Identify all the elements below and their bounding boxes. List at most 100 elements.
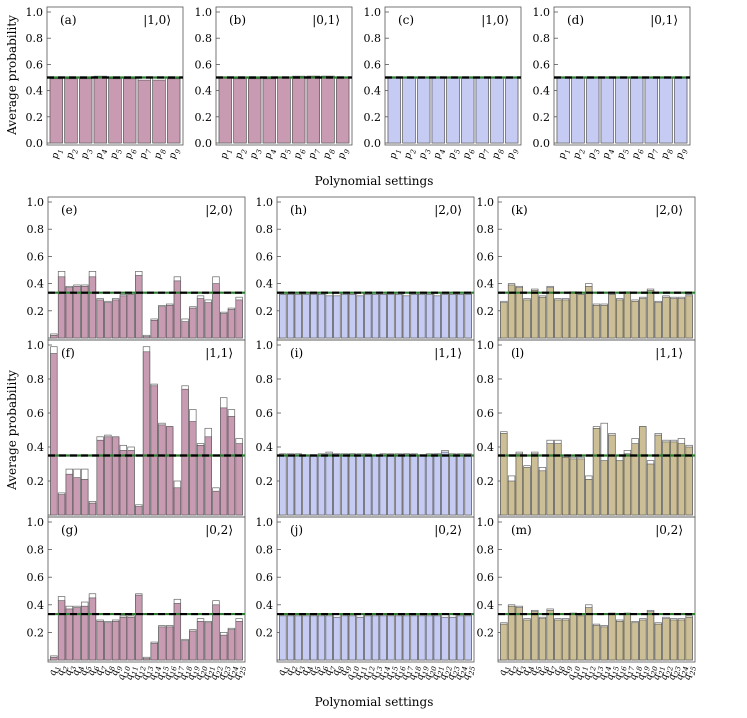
y-tick-label: 0.4 [364,85,382,98]
y-tick-label: 0.2 [256,626,274,639]
y-tick-label: 0.2 [256,475,274,488]
bar-g [65,608,73,661]
x-tick-label: q17 [399,664,415,682]
y-tick-label: 0.4 [27,278,45,291]
bar-h [348,294,356,339]
bar-j [425,615,434,661]
bar-l [685,446,693,516]
bar-l [639,426,647,516]
bar-m [569,614,577,661]
panel-frame-j [276,516,475,663]
bar-h [356,295,364,339]
x-tick-label: q21 [430,665,446,682]
y-tick-label: 0.6 [195,58,213,71]
panel-l: 0.2 0.4 0.6 0.8 1.0 (l) |1,1⟩ [477,339,696,518]
bar-g [189,630,197,661]
y-tick-label: 0.8 [27,544,45,557]
bar-h [425,294,434,339]
y-tick-label: 0.0 [364,137,382,150]
y-tick-label: 0.8 [364,32,382,45]
bar-e [112,299,120,339]
y-tick-label: 0.6 [26,58,44,71]
bar-i [387,455,395,516]
bar-f [142,351,151,516]
bar-b [306,75,320,144]
y-tick-label: 0.8 [256,223,274,236]
x-tick-label: p1 [219,148,235,161]
bar-b [233,78,247,144]
bar-d [586,77,600,144]
y-tick-label: 0.2 [364,111,382,124]
x-tick-label: q24 [224,665,240,682]
bar-i [418,455,426,516]
bar-m [554,619,562,661]
bar-g [150,643,158,661]
x-axis-title-bottom: Polynomial settings [315,695,434,709]
y-tick-label: 0.8 [26,32,44,45]
x-tick-label: p9 [674,147,690,160]
panel-tag-k: (k) [511,203,528,217]
state-label-m: |0,2⟩ [655,523,683,537]
bar-g [166,626,174,661]
bar-i [464,455,472,516]
x-tick-label: p7 [307,147,323,160]
bar-a [49,78,63,144]
x-tick-label: q16 [612,664,628,682]
bar-m [631,622,639,661]
state-label-d: |0,1⟩ [650,13,678,27]
x-tick-label: q1 [47,665,63,678]
bar-e [50,334,58,339]
panel-tag-i: (i) [290,346,303,360]
x-tick-label: p8 [152,147,168,160]
x-tick-label: q7 [322,664,338,677]
panel-frame-c [384,6,522,146]
y-tick-label: 0.0 [26,137,44,150]
x-tick-label: p2 [64,147,80,160]
y-tick-label: 0.2 [27,475,45,488]
x-tick-label: q9 [338,664,354,677]
bar-c [475,77,489,144]
bar-i [286,455,295,516]
x-tick-label: p6 [461,147,477,160]
bar-k [546,287,554,339]
x-tick-label: q22 [437,664,453,682]
bar-g [127,616,135,661]
panel-m: 0.20.40.60.81.0q1q2q3q4q5q6q7q8q9q10q11q… [477,516,699,682]
y-tick-label: 0.8 [256,373,274,386]
bar-l [569,458,577,516]
bar-e [57,276,66,339]
bar-e [173,280,181,339]
bar-l [523,467,531,516]
x-tick-label: q4 [299,665,315,678]
bar-f [65,473,73,516]
bar-k [531,290,539,339]
x-tick-label: p9 [336,147,352,160]
state-label-a: |1,0⟩ [143,13,171,27]
bar-e [189,307,197,339]
y-tick-label: 0.4 [256,278,274,291]
y-tick-label: 1.0 [477,339,495,352]
bar-m [646,611,655,661]
x-tick-label: q22 [658,664,674,682]
bar-j [364,615,372,661]
bar-l [608,434,616,516]
bar-m [608,614,616,661]
bar-m [562,619,570,661]
x-tick-label: q23 [445,664,461,682]
x-tick-label: p1 [50,148,66,161]
x-tick-label: q21 [651,665,667,682]
bar-h [410,294,418,339]
bar-d [571,77,585,144]
bar-h [456,294,465,339]
y-tick-label: 0.4 [533,85,551,98]
state-label-k: |2,0⟩ [655,203,683,217]
x-tick-label: q10 [345,664,361,682]
bar-m [515,607,523,661]
x-tick-label: q9 [109,664,125,677]
x-tick-label: q7 [543,664,559,677]
bar-b [248,78,262,144]
bar-h [371,294,380,339]
state-label-l: |1,1⟩ [655,346,683,360]
bar-m [531,611,539,661]
